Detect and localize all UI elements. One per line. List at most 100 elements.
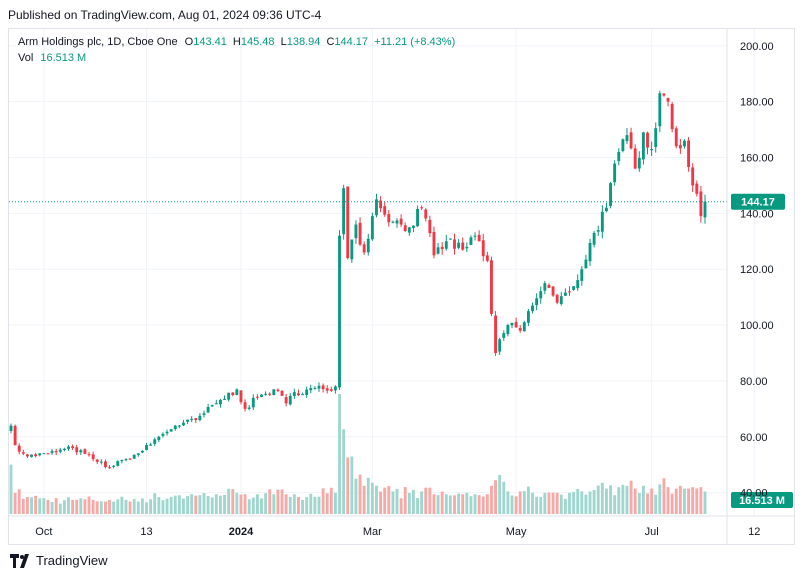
- volume-bar: [436, 495, 440, 514]
- candle-body: [461, 242, 465, 250]
- candle-body: [473, 235, 477, 237]
- price-tick-label: 80.00: [740, 376, 768, 388]
- candle-body: [432, 231, 436, 256]
- volume-bar: [588, 491, 592, 514]
- candle-body: [444, 241, 448, 249]
- candle-body: [157, 436, 161, 441]
- candle-body: [223, 398, 226, 400]
- candle-body: [350, 239, 354, 260]
- volume-bar: [518, 491, 522, 514]
- volume-bar: [38, 498, 42, 514]
- candle-body: [120, 460, 124, 462]
- candle-body: [210, 405, 214, 407]
- candle-body: [502, 333, 506, 338]
- candle-body: [182, 422, 185, 426]
- candle-body: [551, 286, 555, 296]
- volume-bar: [473, 494, 477, 514]
- volume-bar: [535, 496, 539, 514]
- price-tick-label: 60.00: [740, 432, 768, 444]
- low-value: 138.94: [286, 36, 321, 48]
- volume-bar: [280, 489, 284, 514]
- price-tick-label: 200.00: [740, 41, 774, 53]
- volume-bar: [379, 491, 383, 514]
- volume-bar: [444, 494, 448, 514]
- candle-body: [42, 453, 46, 455]
- candle-body: [264, 393, 268, 395]
- time-axis[interactable]: Oct 13 2024 Mar May Jul 12: [9, 515, 794, 538]
- candle-body: [526, 311, 530, 323]
- volume-bar: [182, 498, 185, 514]
- volume-bar: [490, 485, 493, 514]
- volume-bar: [95, 501, 99, 514]
- volume-bar: [420, 491, 424, 514]
- volume-bar: [412, 489, 415, 514]
- candle-body: [354, 224, 358, 239]
- candle-body: [375, 199, 378, 216]
- volume-bar: [568, 492, 571, 514]
- candle-body: [695, 183, 699, 194]
- candle-body: [416, 208, 419, 227]
- volume-bar: [584, 494, 588, 514]
- volume-bar: [235, 492, 239, 514]
- candle-body: [617, 151, 621, 161]
- volume-bar: [403, 487, 407, 514]
- volume-bar: [62, 500, 66, 514]
- volume-bar: [399, 498, 403, 514]
- volume-bar: [539, 497, 543, 514]
- volume-bar: [288, 496, 292, 514]
- chart-frame[interactable]: [8, 28, 795, 545]
- symbol-legend: Arm Holdings plc, 1D, Cboe One O143.41 H…: [18, 36, 455, 48]
- volume-bar: [214, 494, 218, 514]
- time-tick-label: Mar: [363, 526, 382, 538]
- candle-body: [227, 392, 231, 400]
- candle-body: [255, 396, 259, 398]
- volume-bar: [481, 496, 485, 514]
- candle-body: [448, 238, 452, 240]
- price-tick-label: 180.00: [740, 97, 774, 109]
- volume-bar: [346, 457, 350, 514]
- volume-bar: [576, 488, 580, 514]
- volume-bar: [572, 491, 576, 514]
- candle-body: [691, 167, 695, 186]
- volume-bar: [555, 492, 559, 514]
- volume-bar: [502, 481, 506, 514]
- candle-body: [140, 450, 144, 453]
- candle-body: [510, 322, 514, 326]
- candle-body: [124, 459, 128, 461]
- tradingview-footer[interactable]: TradingView: [10, 553, 108, 568]
- volume-bar: [255, 494, 259, 514]
- volume-bar: [292, 494, 296, 514]
- candle-body: [239, 390, 243, 403]
- volume-bar: [9, 464, 13, 514]
- volume-bar: [169, 496, 173, 514]
- candle-body: [329, 389, 333, 391]
- volume-bar: [477, 495, 481, 514]
- volume-bar: [284, 494, 288, 514]
- candle-body: [588, 242, 592, 262]
- volume-bar: [108, 499, 111, 514]
- volume-bar: [375, 485, 378, 514]
- price-axis[interactable]: 200.00 180.00 160.00 140.00 120.00 100.00 80.0…: [726, 29, 774, 544]
- volume-bar: [202, 492, 206, 514]
- volume-bar: [251, 497, 255, 514]
- candle-body: [301, 394, 304, 396]
- candle-body: [670, 103, 674, 130]
- volume-bar: [366, 477, 370, 514]
- candle-body: [13, 425, 17, 446]
- time-tick-label: 13: [140, 526, 152, 538]
- volume-bar: [670, 493, 674, 514]
- volume-bar: [120, 496, 124, 514]
- candle-body: [251, 397, 255, 408]
- volume-bar: [34, 495, 38, 514]
- candle-body: [514, 321, 518, 328]
- volume-bar: [609, 485, 612, 514]
- candle-body: [403, 225, 407, 232]
- last-price-line: 144.17 16.513 M: [9, 193, 793, 508]
- volume-bar: [350, 456, 354, 514]
- candle-body: [613, 163, 617, 183]
- candle-body: [235, 389, 239, 396]
- candle-body: [605, 207, 608, 212]
- grid-lines: [9, 29, 755, 516]
- candle-body: [153, 439, 157, 444]
